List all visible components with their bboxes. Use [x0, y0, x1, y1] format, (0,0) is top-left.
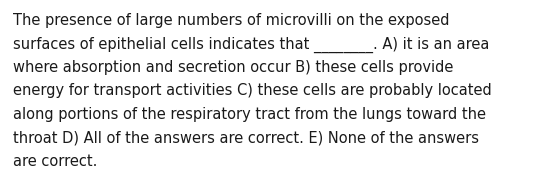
Text: where absorption and secretion occur B) these cells provide: where absorption and secretion occur B) …: [13, 60, 453, 75]
Text: energy for transport activities C) these cells are probably located: energy for transport activities C) these…: [13, 83, 492, 99]
Text: are correct.: are correct.: [13, 154, 98, 169]
Text: along portions of the respiratory tract from the lungs toward the: along portions of the respiratory tract …: [13, 107, 486, 122]
Text: The presence of large numbers of microvilli on the exposed: The presence of large numbers of microvi…: [13, 13, 450, 28]
Text: surfaces of epithelial cells indicates that ________. A) it is an area: surfaces of epithelial cells indicates t…: [13, 36, 489, 53]
Text: throat D) All of the answers are correct. E) None of the answers: throat D) All of the answers are correct…: [13, 130, 479, 146]
